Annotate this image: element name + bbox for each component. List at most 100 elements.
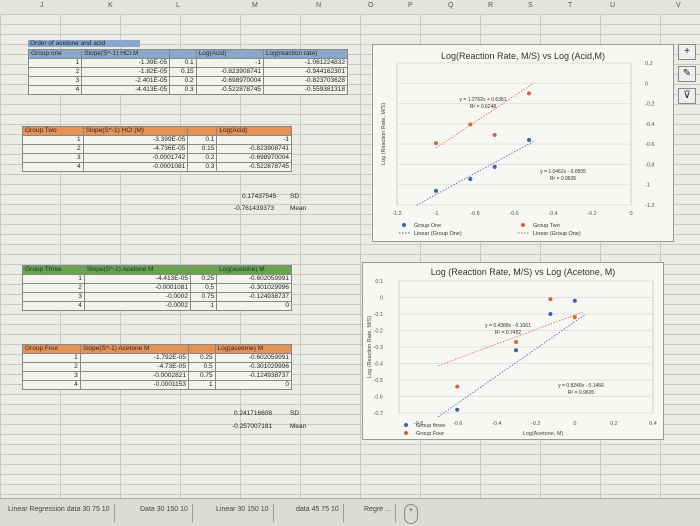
cell[interactable]: -0.0002 — [83, 292, 191, 302]
cell[interactable]: -4.73E-05 — [79, 362, 189, 372]
col-header[interactable]: J — [40, 2, 44, 9]
sheet-tab[interactable]: Regre ... — [360, 504, 396, 522]
col-header[interactable]: L — [176, 2, 180, 9]
cell[interactable]: -0.0001742 — [82, 153, 189, 163]
cell[interactable]: 0.15 — [187, 144, 218, 154]
cell[interactable]: 0.75 — [189, 292, 218, 302]
cell[interactable]: -0.0001153 — [79, 380, 189, 390]
cell[interactable]: 0.2 — [169, 76, 197, 86]
cell[interactable]: 0 — [214, 380, 293, 390]
col-header[interactable]: U — [610, 2, 616, 9]
cell[interactable]: -0.0002821 — [79, 371, 189, 381]
cell[interactable]: -0.0001081 — [82, 162, 189, 172]
cell[interactable]: 0.5 — [189, 283, 218, 293]
cell[interactable]: 1 — [27, 58, 83, 68]
cell[interactable]: 0.25 — [187, 353, 216, 363]
cell[interactable]: -0.823908741 — [216, 144, 292, 154]
cell[interactable]: -1 — [195, 58, 264, 68]
cell[interactable]: 0 — [216, 301, 292, 311]
cell[interactable]: -0.522878745 — [195, 85, 264, 95]
col-header[interactable]: T — [568, 2, 573, 9]
sd-label[interactable]: SD — [290, 193, 300, 200]
cell[interactable]: -0.823703628 — [262, 76, 349, 86]
cell[interactable]: 0.3 — [169, 85, 197, 95]
header-cell[interactable]: Log(Acid) — [216, 126, 292, 136]
col-header[interactable]: M — [252, 2, 258, 9]
col-header[interactable]: O — [368, 2, 374, 9]
cell[interactable]: -2.401E-05 — [81, 76, 171, 86]
cell[interactable]: 0.75 — [187, 371, 216, 381]
cell[interactable]: -0.0002 — [83, 301, 191, 311]
header-cell[interactable] — [187, 344, 216, 354]
mean-value[interactable]: -0.257007181 — [232, 423, 273, 430]
header-cell[interactable]: Log(acetone) M — [216, 265, 292, 275]
cell[interactable]: -4.413E-05 — [81, 85, 171, 95]
col-header[interactable]: P — [408, 2, 413, 9]
cell[interactable]: 1 — [22, 135, 84, 145]
mean-label[interactable]: Mean — [290, 205, 307, 212]
cell[interactable]: -3.399E-05 — [82, 135, 189, 145]
header-cell[interactable]: Log(Acid) — [195, 49, 264, 59]
cell[interactable]: 0.25 — [189, 274, 218, 284]
cell[interactable]: -0.602059991 — [216, 274, 292, 284]
cell[interactable]: 0.2 — [187, 153, 218, 163]
cell[interactable]: 3 — [22, 371, 81, 381]
header-cell[interactable]: Group Four — [22, 344, 81, 354]
cell[interactable]: 4 — [22, 162, 84, 172]
sheet-tab[interactable]: Linear 30 150 10 — [212, 504, 274, 522]
cell[interactable]: 0.1 — [169, 58, 197, 68]
cell[interactable]: -1.39E-05 — [81, 58, 171, 68]
cell[interactable]: -0.602059991 — [214, 353, 293, 363]
cell[interactable]: 0.5 — [187, 362, 216, 372]
col-header[interactable]: Q — [448, 2, 454, 9]
cell[interactable]: -1.061224832 — [262, 58, 349, 68]
cell[interactable]: -0.944162301 — [262, 67, 349, 77]
cell[interactable]: 1 — [22, 353, 81, 363]
sheet-tab[interactable]: Data 30 150 10 — [136, 504, 193, 522]
header-cell[interactable]: Log(acetone) M — [214, 344, 293, 354]
cell[interactable]: 3 — [22, 153, 84, 163]
cell[interactable]: 2 — [22, 144, 84, 154]
col-header[interactable]: S — [528, 2, 533, 9]
chart-acid[interactable]: Log(Reaction Rate, M/S) vs Log (Acid,M) 0… — [372, 44, 674, 242]
sd-value[interactable]: 0.17437545 — [242, 193, 277, 200]
cell[interactable]: -0.698970004 — [216, 153, 292, 163]
col-header[interactable]: R — [488, 2, 494, 9]
col-header[interactable]: N — [316, 2, 322, 9]
cell[interactable]: -0.124938737 — [214, 371, 293, 381]
mean-value[interactable]: -0.761439373 — [234, 205, 275, 212]
cell[interactable]: -4.413E-05 — [83, 274, 191, 284]
cell[interactable]: -0.124938737 — [216, 292, 292, 302]
cell[interactable]: 0.15 — [169, 67, 197, 77]
header-cell[interactable] — [189, 265, 218, 275]
chart-filter-icon[interactable]: ⊽ — [678, 88, 696, 104]
cell[interactable]: 0.3 — [187, 162, 218, 172]
cell[interactable]: 3 — [22, 292, 85, 302]
cell[interactable]: -1.82E-05 — [81, 67, 171, 77]
cell[interactable]: -1 — [216, 135, 292, 145]
cell[interactable]: 2 — [22, 283, 85, 293]
header-cell[interactable]: Group Two — [22, 126, 84, 136]
header-cell[interactable] — [169, 49, 197, 59]
header-cell[interactable]: Slope(S^-1) HCl (M) — [82, 126, 189, 136]
cell[interactable]: -0.559381318 — [262, 85, 349, 95]
cell[interactable]: -4.736E-05 — [82, 144, 189, 154]
sheet-tab[interactable]: Linear Regression data 30 75 10 — [4, 504, 115, 522]
cell[interactable]: -0.698970004 — [195, 76, 264, 86]
cell[interactable]: -0.301029996 — [216, 283, 292, 293]
cell[interactable]: 1 — [22, 274, 85, 284]
sd-value[interactable]: 0.241716608 — [234, 410, 272, 417]
table-title[interactable]: Order of acetone and acid — [28, 40, 140, 47]
header-cell[interactable]: Group one — [27, 49, 83, 59]
cell[interactable]: 3 — [27, 76, 83, 86]
sheet-tab[interactable]: data 45 75 10 — [292, 504, 344, 522]
add-sheet-button[interactable]: + — [404, 504, 419, 524]
chart-acetone[interactable]: Log (Reaction Rate, M/S) vs Log (Acetone… — [362, 262, 664, 440]
header-cell[interactable]: Slope(S^-1) HCl M — [81, 49, 171, 59]
header-cell[interactable]: Slope(S^-1) Acetone M — [79, 344, 189, 354]
cell[interactable]: -0.0001081 — [83, 283, 191, 293]
cell[interactable]: -0.823908741 — [195, 67, 264, 77]
header-cell[interactable] — [187, 126, 218, 136]
cell[interactable]: 2 — [27, 67, 83, 77]
cell[interactable]: 2 — [22, 362, 81, 372]
